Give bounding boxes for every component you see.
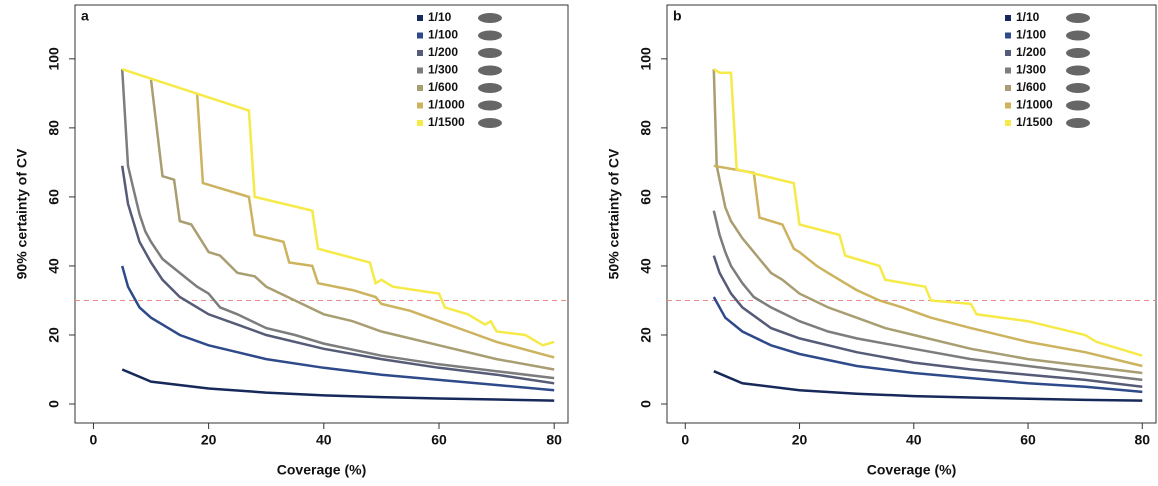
- plot-frame: [666, 4, 1157, 424]
- legend-icon: [478, 48, 502, 58]
- series-line: [713, 370, 1143, 402]
- x-tick-label: 0: [681, 432, 689, 448]
- legend-swatch: [417, 15, 423, 21]
- legend-swatch: [1005, 50, 1011, 56]
- y-tick-label: 100: [638, 47, 654, 71]
- x-axis-label: Coverage (%): [277, 462, 366, 478]
- x-tick-label: 40: [906, 432, 922, 448]
- series-line: [120, 165, 555, 385]
- legend-icon: [478, 100, 502, 111]
- series-line: [713, 68, 1143, 357]
- legend-label: 1/600: [428, 80, 458, 94]
- legend-icon: [478, 13, 502, 23]
- legend-label: 1/300: [1016, 63, 1046, 77]
- legend-icon: [478, 118, 502, 128]
- y-axis-label: 50% certainty of CV: [606, 148, 622, 279]
- legend-icon: [478, 65, 502, 76]
- series-line: [712, 69, 1143, 375]
- legend-icon: [478, 30, 502, 41]
- x-tick-label: 80: [546, 432, 562, 448]
- legend-icon: [1066, 30, 1090, 41]
- y-tick-label: 60: [638, 189, 654, 205]
- y-tick-label: 0: [638, 400, 654, 408]
- x-tick-label: 80: [1135, 432, 1151, 448]
- legend-swatch: [417, 32, 423, 39]
- legend-icon: [1066, 100, 1090, 111]
- legend-swatch: [1005, 102, 1011, 109]
- y-tick-label: 80: [638, 120, 654, 136]
- legend-label: 1/1500: [428, 115, 465, 129]
- series-line: [149, 79, 555, 371]
- y-tick-label: 0: [46, 400, 62, 408]
- legend-label: 1/600: [1016, 80, 1046, 94]
- legend-icon: [1066, 118, 1090, 128]
- y-tick-label: 20: [638, 327, 654, 343]
- plot-frame: [74, 4, 569, 424]
- legend-swatch: [1005, 85, 1011, 91]
- legend-swatch: [417, 85, 423, 91]
- series-line: [195, 93, 555, 359]
- legend-swatch: [417, 120, 423, 126]
- legend-label: 1/200: [428, 45, 458, 59]
- legend-label: 1/100: [428, 28, 458, 42]
- legend-label: 1/10: [1016, 10, 1040, 24]
- x-tick-label: 40: [316, 432, 332, 448]
- y-tick-label: 60: [46, 189, 62, 205]
- legend-swatch: [417, 50, 423, 56]
- y-tick-label: 80: [46, 120, 62, 136]
- legend-label: 1/200: [1016, 45, 1046, 59]
- x-tick-label: 20: [201, 432, 217, 448]
- legend-swatch: [417, 67, 423, 74]
- legend-label: 1/300: [428, 63, 458, 77]
- legend-swatch: [1005, 32, 1011, 39]
- legend-swatch: [1005, 120, 1011, 126]
- legend-icon: [1066, 65, 1090, 76]
- panel-label: b: [673, 8, 682, 24]
- y-axis-label: 90% certainty of CV: [14, 148, 30, 279]
- series-line: [712, 210, 1143, 382]
- y-tick-label: 20: [46, 327, 62, 343]
- y-tick-label: 40: [638, 258, 654, 274]
- legend-label: 1/1000: [428, 98, 465, 112]
- legend-swatch: [417, 102, 423, 109]
- series-line: [121, 68, 555, 347]
- x-tick-label: 60: [431, 432, 447, 448]
- legend-icon: [1066, 48, 1090, 58]
- legend-label: 1/1000: [1016, 98, 1053, 112]
- x-axis-label: Coverage (%): [867, 462, 956, 478]
- legend-swatch: [1005, 15, 1011, 21]
- legend-label: 1/10: [428, 10, 452, 24]
- x-tick-label: 0: [90, 432, 98, 448]
- series-line: [120, 69, 555, 380]
- legend-icon: [1066, 13, 1090, 23]
- legend-label: 1/1500: [1016, 115, 1053, 129]
- legend-swatch: [1005, 67, 1011, 74]
- panel-label: a: [81, 8, 89, 24]
- x-tick-label: 60: [1020, 432, 1036, 448]
- legend-icon: [1066, 83, 1090, 93]
- y-tick-label: 100: [46, 47, 62, 71]
- legend-label: 1/100: [1016, 28, 1046, 42]
- series-line: [121, 368, 555, 402]
- y-tick-label: 40: [46, 258, 62, 274]
- series-line: [712, 255, 1143, 389]
- series-line: [120, 265, 555, 392]
- x-tick-label: 20: [792, 432, 808, 448]
- legend-icon: [478, 83, 502, 93]
- series-line: [712, 296, 1143, 394]
- series-line: [713, 164, 1143, 368]
